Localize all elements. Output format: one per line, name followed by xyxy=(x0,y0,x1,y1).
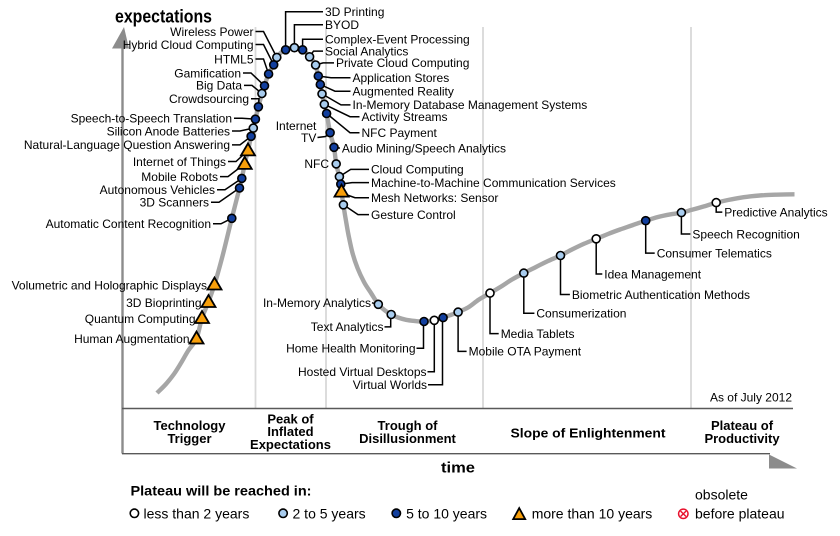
svg-text:Automatic Content Recognition: Automatic Content Recognition xyxy=(46,217,211,231)
svg-text:Wireless Power: Wireless Power xyxy=(170,25,253,39)
svg-text:Speech Recognition: Speech Recognition xyxy=(692,227,799,241)
svg-text:Productivity: Productivity xyxy=(704,431,780,446)
svg-text:Big Data: Big Data xyxy=(196,79,242,93)
svg-text:Audio Mining/Speech Analytics: Audio Mining/Speech Analytics xyxy=(342,141,506,155)
svg-text:Plateau will be reached in:: Plateau will be reached in: xyxy=(131,483,312,499)
svg-text:NFC Payment: NFC Payment xyxy=(362,126,438,140)
svg-text:Gesture Control: Gesture Control xyxy=(371,208,456,222)
svg-text:Volumetric and Holographic Dis: Volumetric and Holographic Displays xyxy=(12,278,207,292)
svg-text:5 to 10 years: 5 to 10 years xyxy=(406,505,487,521)
svg-text:Peak of: Peak of xyxy=(267,411,314,426)
svg-text:Internet of Things: Internet of Things xyxy=(133,155,226,169)
svg-text:Trigger: Trigger xyxy=(167,431,211,446)
svg-text:Augmented Reality: Augmented Reality xyxy=(353,85,454,99)
svg-text:Natural-Language Question Answ: Natural-Language Question Answering xyxy=(24,138,230,152)
svg-text:Trough of: Trough of xyxy=(378,418,439,433)
svg-text:more than 10 years: more than 10 years xyxy=(532,505,653,521)
svg-text:Internet: Internet xyxy=(276,119,317,133)
svg-text:Application Stores: Application Stores xyxy=(353,71,450,85)
svg-text:Inflated: Inflated xyxy=(267,424,313,439)
svg-text:Machine-to-Machine Communicati: Machine-to-Machine Communication Service… xyxy=(371,176,616,190)
svg-text:Quantum Computing: Quantum Computing xyxy=(85,312,196,326)
svg-text:Autonomous Vehicles: Autonomous Vehicles xyxy=(100,183,215,197)
svg-text:Technology: Technology xyxy=(154,418,227,433)
svg-text:In-Memory Analytics: In-Memory Analytics xyxy=(263,296,371,310)
svg-text:Consumer Telematics: Consumer Telematics xyxy=(657,246,772,260)
svg-text:before plateau: before plateau xyxy=(695,505,785,521)
svg-text:obsolete: obsolete xyxy=(695,487,748,503)
svg-text:As of July 2012: As of July 2012 xyxy=(710,390,792,404)
svg-text:Mesh Networks: Sensor: Mesh Networks: Sensor xyxy=(371,191,498,205)
svg-text:Media Tablets: Media Tablets xyxy=(501,327,575,341)
svg-text:Disillusionment: Disillusionment xyxy=(359,431,456,446)
svg-text:Biometric Authentication Metho: Biometric Authentication Methods xyxy=(572,288,750,302)
svg-text:Mobile OTA Payment: Mobile OTA Payment xyxy=(469,345,582,359)
svg-text:Human Augmentation: Human Augmentation xyxy=(74,332,189,346)
svg-text:Social Analytics: Social Analytics xyxy=(325,44,408,58)
svg-text:Expectations: Expectations xyxy=(250,437,331,452)
svg-text:Home Health Monitoring: Home Health Monitoring xyxy=(286,342,415,356)
svg-text:In-Memory Database Management: In-Memory Database Management Systems xyxy=(353,98,588,112)
svg-text:Predictive Analytics: Predictive Analytics xyxy=(724,205,827,219)
svg-text:Complex-Event Processing: Complex-Event Processing xyxy=(325,33,470,47)
svg-text:HTML5: HTML5 xyxy=(214,52,254,66)
svg-text:Hosted Virtual Desktops: Hosted Virtual Desktops xyxy=(298,365,427,379)
svg-text:Text Analytics: Text Analytics xyxy=(311,320,384,334)
svg-text:Gamification: Gamification xyxy=(174,66,241,80)
svg-text:expectations: expectations xyxy=(115,7,212,27)
svg-text:3D Scanners: 3D Scanners xyxy=(140,196,209,210)
svg-text:NFC: NFC xyxy=(304,157,329,171)
svg-text:Crowdsourcing: Crowdsourcing xyxy=(169,92,249,106)
svg-text:Silicon Anode Batteries: Silicon Anode Batteries xyxy=(107,124,230,138)
svg-text:Mobile Robots: Mobile Robots xyxy=(141,170,218,184)
svg-text:3D Printing: 3D Printing xyxy=(325,5,384,19)
svg-text:TV: TV xyxy=(301,131,316,145)
svg-text:Private Cloud Computing: Private Cloud Computing xyxy=(336,56,469,70)
svg-text:Activity Streams: Activity Streams xyxy=(362,110,448,124)
svg-text:Hybrid Cloud Computing: Hybrid Cloud Computing xyxy=(123,38,254,52)
svg-text:2 to 5 years: 2 to 5 years xyxy=(293,505,366,521)
svg-text:3D Bioprinting: 3D Bioprinting xyxy=(126,296,201,310)
svg-text:BYOD: BYOD xyxy=(325,18,359,32)
svg-text:Virtual Worlds: Virtual Worlds xyxy=(353,378,427,392)
svg-text:less than 2 years: less than 2 years xyxy=(144,505,250,521)
svg-text:Plateau of: Plateau of xyxy=(711,418,774,433)
svg-text:Cloud Computing: Cloud Computing xyxy=(371,163,464,177)
svg-text:Slope of Enlightenment: Slope of Enlightenment xyxy=(511,425,667,440)
svg-text:Speech-to-Speech Translation: Speech-to-Speech Translation xyxy=(71,112,232,126)
svg-text:Consumerization: Consumerization xyxy=(536,307,626,321)
svg-text:Idea Management: Idea Management xyxy=(604,267,701,281)
svg-text:time: time xyxy=(441,459,475,476)
